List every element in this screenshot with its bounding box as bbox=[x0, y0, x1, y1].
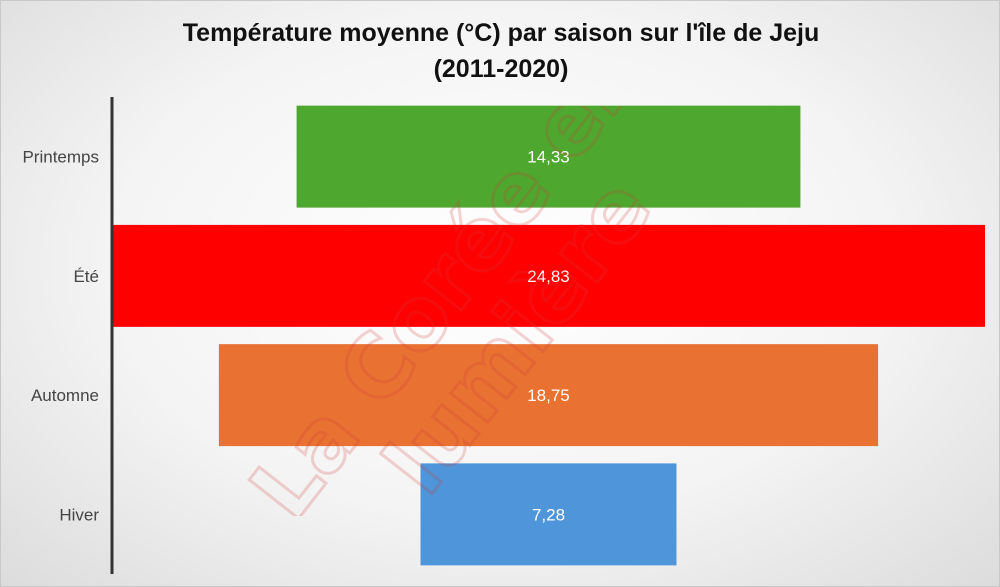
data-label-1: 24,83 bbox=[527, 267, 570, 286]
category-label-2: Automne bbox=[31, 386, 99, 405]
category-label-1: Été bbox=[73, 267, 99, 286]
chart-title-line-2: (2011-2020) bbox=[433, 55, 569, 83]
chart-title: Température moyenne (°C) par saison sur … bbox=[1, 15, 999, 87]
bar-3 bbox=[420, 463, 677, 566]
category-label-0: Printemps bbox=[22, 148, 99, 167]
bar-2 bbox=[218, 344, 879, 447]
data-label-0: 14,33 bbox=[527, 148, 570, 167]
data-label-3: 7,28 bbox=[532, 505, 565, 524]
data-label-2: 18,75 bbox=[527, 386, 570, 405]
bar-1 bbox=[112, 224, 985, 327]
bar-0 bbox=[296, 105, 801, 208]
chart-title-line-1: Température moyenne (°C) par saison sur … bbox=[182, 19, 820, 47]
category-label-3: Hiver bbox=[59, 505, 99, 524]
